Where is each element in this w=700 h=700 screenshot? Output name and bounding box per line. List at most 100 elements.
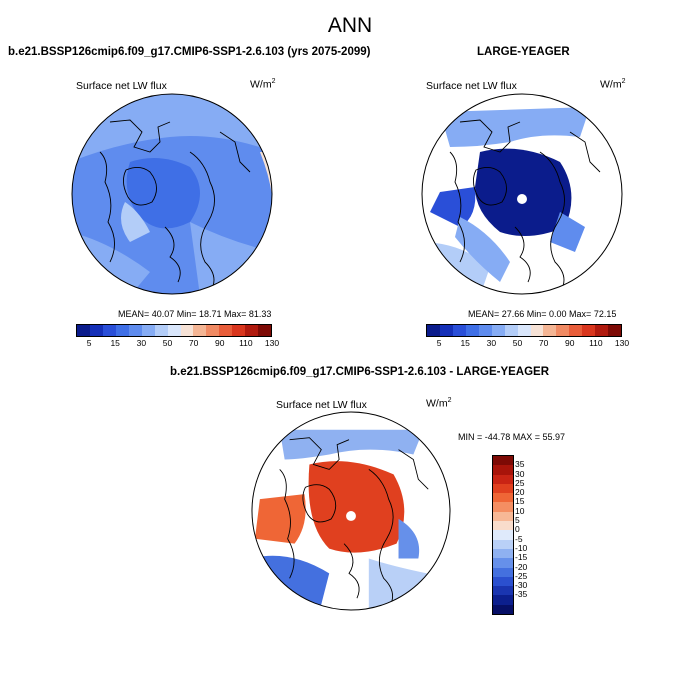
diff-colorbar-tick-label: -10 [515,542,528,553]
left-colorbar-swatch [232,325,246,336]
diff-colorbar-tick-label: 25 [515,477,525,488]
right-colorbar-tick-label: 5 [436,338,442,348]
diff-stats: MIN = -44.78 MAX = 55.97 [458,432,566,442]
diff-colorbar-swatch [493,586,513,596]
left-colorbar-swatch [141,325,155,336]
diff-colorbar-tick-label: -15 [515,552,528,563]
right-colorbar-swatch [517,325,531,336]
diff-colorbar-swatch [493,558,513,568]
right-colorbar-swatch [439,325,453,336]
left-colorbar-tick-label: 15 [110,338,120,348]
right-colorbar-swatch [504,325,518,336]
right-colorbar-swatch [427,325,440,336]
right-colorbar-tick-label: 50 [512,338,523,348]
diff-colorbar-swatch [493,595,513,605]
left-colorbar-tick-label: 70 [188,338,199,348]
diff-colorbar-swatch [493,502,513,512]
figure-title: ANN [327,14,373,37]
left-colorbar-swatch [77,325,90,336]
right-colorbar-swatch [608,325,622,336]
right-panel-title: LARGE-YEAGER [477,46,570,58]
right-colorbar [426,324,622,337]
left-colorbar-tick-label: 5 [86,338,92,348]
diff-colorbar-tick-label: 0 [515,524,520,535]
right-colorbar-ticks: 5 15 30 50 70 90 110 130 [426,338,629,350]
right-colorbar-tick-label: 90 [564,338,575,348]
left-panel-title: b.e21.BSSP126cmip6.f09_g17.CMIP6-SSP1-2.… [8,46,371,58]
left-colorbar-ticks: 5 15 30 50 70 90 110 130 [76,338,279,350]
diff-colorbar-tick-label: -25 [515,570,528,581]
left-colorbar-swatch [102,325,116,336]
diff-colorbar-swatch [493,511,513,522]
diff-colorbar-tick-label: -5 [515,533,523,544]
left-colorbar-swatch [180,325,194,336]
diff-colorbar-swatch [493,539,513,549]
diff-colorbar-tick-label: -30 [515,580,528,591]
diff-colorbar-tick-label: 35 [515,459,525,470]
diff-colorbar-tick-label: -35 [515,589,528,600]
diff-panel-title: b.e21.BSSP126cmip6.f09_g17.CMIP6-SSP1-2.… [170,366,550,378]
left-colorbar-swatch [206,325,220,336]
right-variable-label: Surface net LW flux [426,80,517,92]
diff-colorbar-ticks: 35 30 25 20 15 10 5 0 -5 -10 -15 -20 -25 -30 -35 [515,455,545,613]
right-colorbar-swatch [569,325,583,336]
diff-colorbar-tick-label: 20 [515,487,525,498]
right-colorbar-swatch [543,325,557,336]
right-colorbar-swatch [556,325,570,336]
right-stats: MEAN= 27.66 Min= 0.00 Max= 72.15 [468,309,617,319]
right-colorbar-swatch [465,325,479,336]
diff-colorbar-swatch [493,567,513,577]
left-colorbar-swatch [128,325,142,336]
right-colorbar-swatch [491,325,505,336]
diff-colorbar-tick-label: 5 [515,515,520,526]
right-colorbar-tick-label: 130 [614,338,630,348]
diff-units-label: W/m2 [426,397,452,410]
left-colorbar [76,324,272,337]
diff-colorbar-swatch [493,456,513,466]
right-colorbar-swatch [452,325,466,336]
diff-colorbar-tick-label: 15 [515,496,525,507]
left-colorbar-tick-label: 130 [264,338,280,348]
left-variable-label: Surface net LW flux [76,80,167,92]
right-colorbar-swatch [582,325,596,336]
diff-colorbar-tick-label: 10 [515,505,525,516]
left-stats: MEAN= 40.07 Min= 18.71 Max= 81.33 [118,309,272,319]
left-colorbar-tick-label: 110 [239,338,253,348]
diff-colorbar-swatch [493,604,513,615]
diff-colorbar-tick-label: 30 [515,468,525,479]
diff-colorbar-swatch [493,548,513,559]
left-colorbar-swatch [154,325,168,336]
left-colorbar-tick-label: 50 [162,338,173,348]
diff-colorbar-swatch [493,474,513,484]
left-colorbar-swatch [115,325,129,336]
left-colorbar-tick-label: 30 [136,338,147,348]
left-colorbar-swatch [193,325,207,336]
right-colorbar-tick-label: 30 [486,338,497,348]
right-colorbar-tick-label: 110 [589,338,603,348]
right-colorbar-tick-label: 15 [460,338,470,348]
left-colorbar-swatch [219,325,233,336]
diff-colorbar-tick-label: -20 [515,561,528,572]
left-units-label: W/m2 [250,78,276,91]
diff-colorbar [492,455,514,615]
right-colorbar-swatch [595,325,609,336]
diff-colorbar-swatch [493,576,513,587]
diff-colorbar-swatch [493,465,513,475]
left-colorbar-swatch [245,325,259,336]
right-polar-map [421,93,623,295]
diff-colorbar-swatch [493,521,513,531]
diff-colorbar-swatch [493,493,513,503]
right-colorbar-swatch [478,325,492,336]
left-polar-map [71,93,273,295]
left-colorbar-swatch [167,325,181,336]
diff-colorbar-swatch [493,483,513,494]
diff-colorbar-swatch [493,530,513,540]
diff-variable-label: Surface net LW flux [276,399,367,411]
left-colorbar-swatch [89,325,103,336]
right-colorbar-swatch [530,325,544,336]
right-colorbar-tick-label: 70 [538,338,549,348]
right-units-label: W/m2 [600,78,626,91]
left-colorbar-tick-label: 90 [214,338,225,348]
left-colorbar-swatch [258,325,272,336]
diff-polar-map [251,411,451,611]
